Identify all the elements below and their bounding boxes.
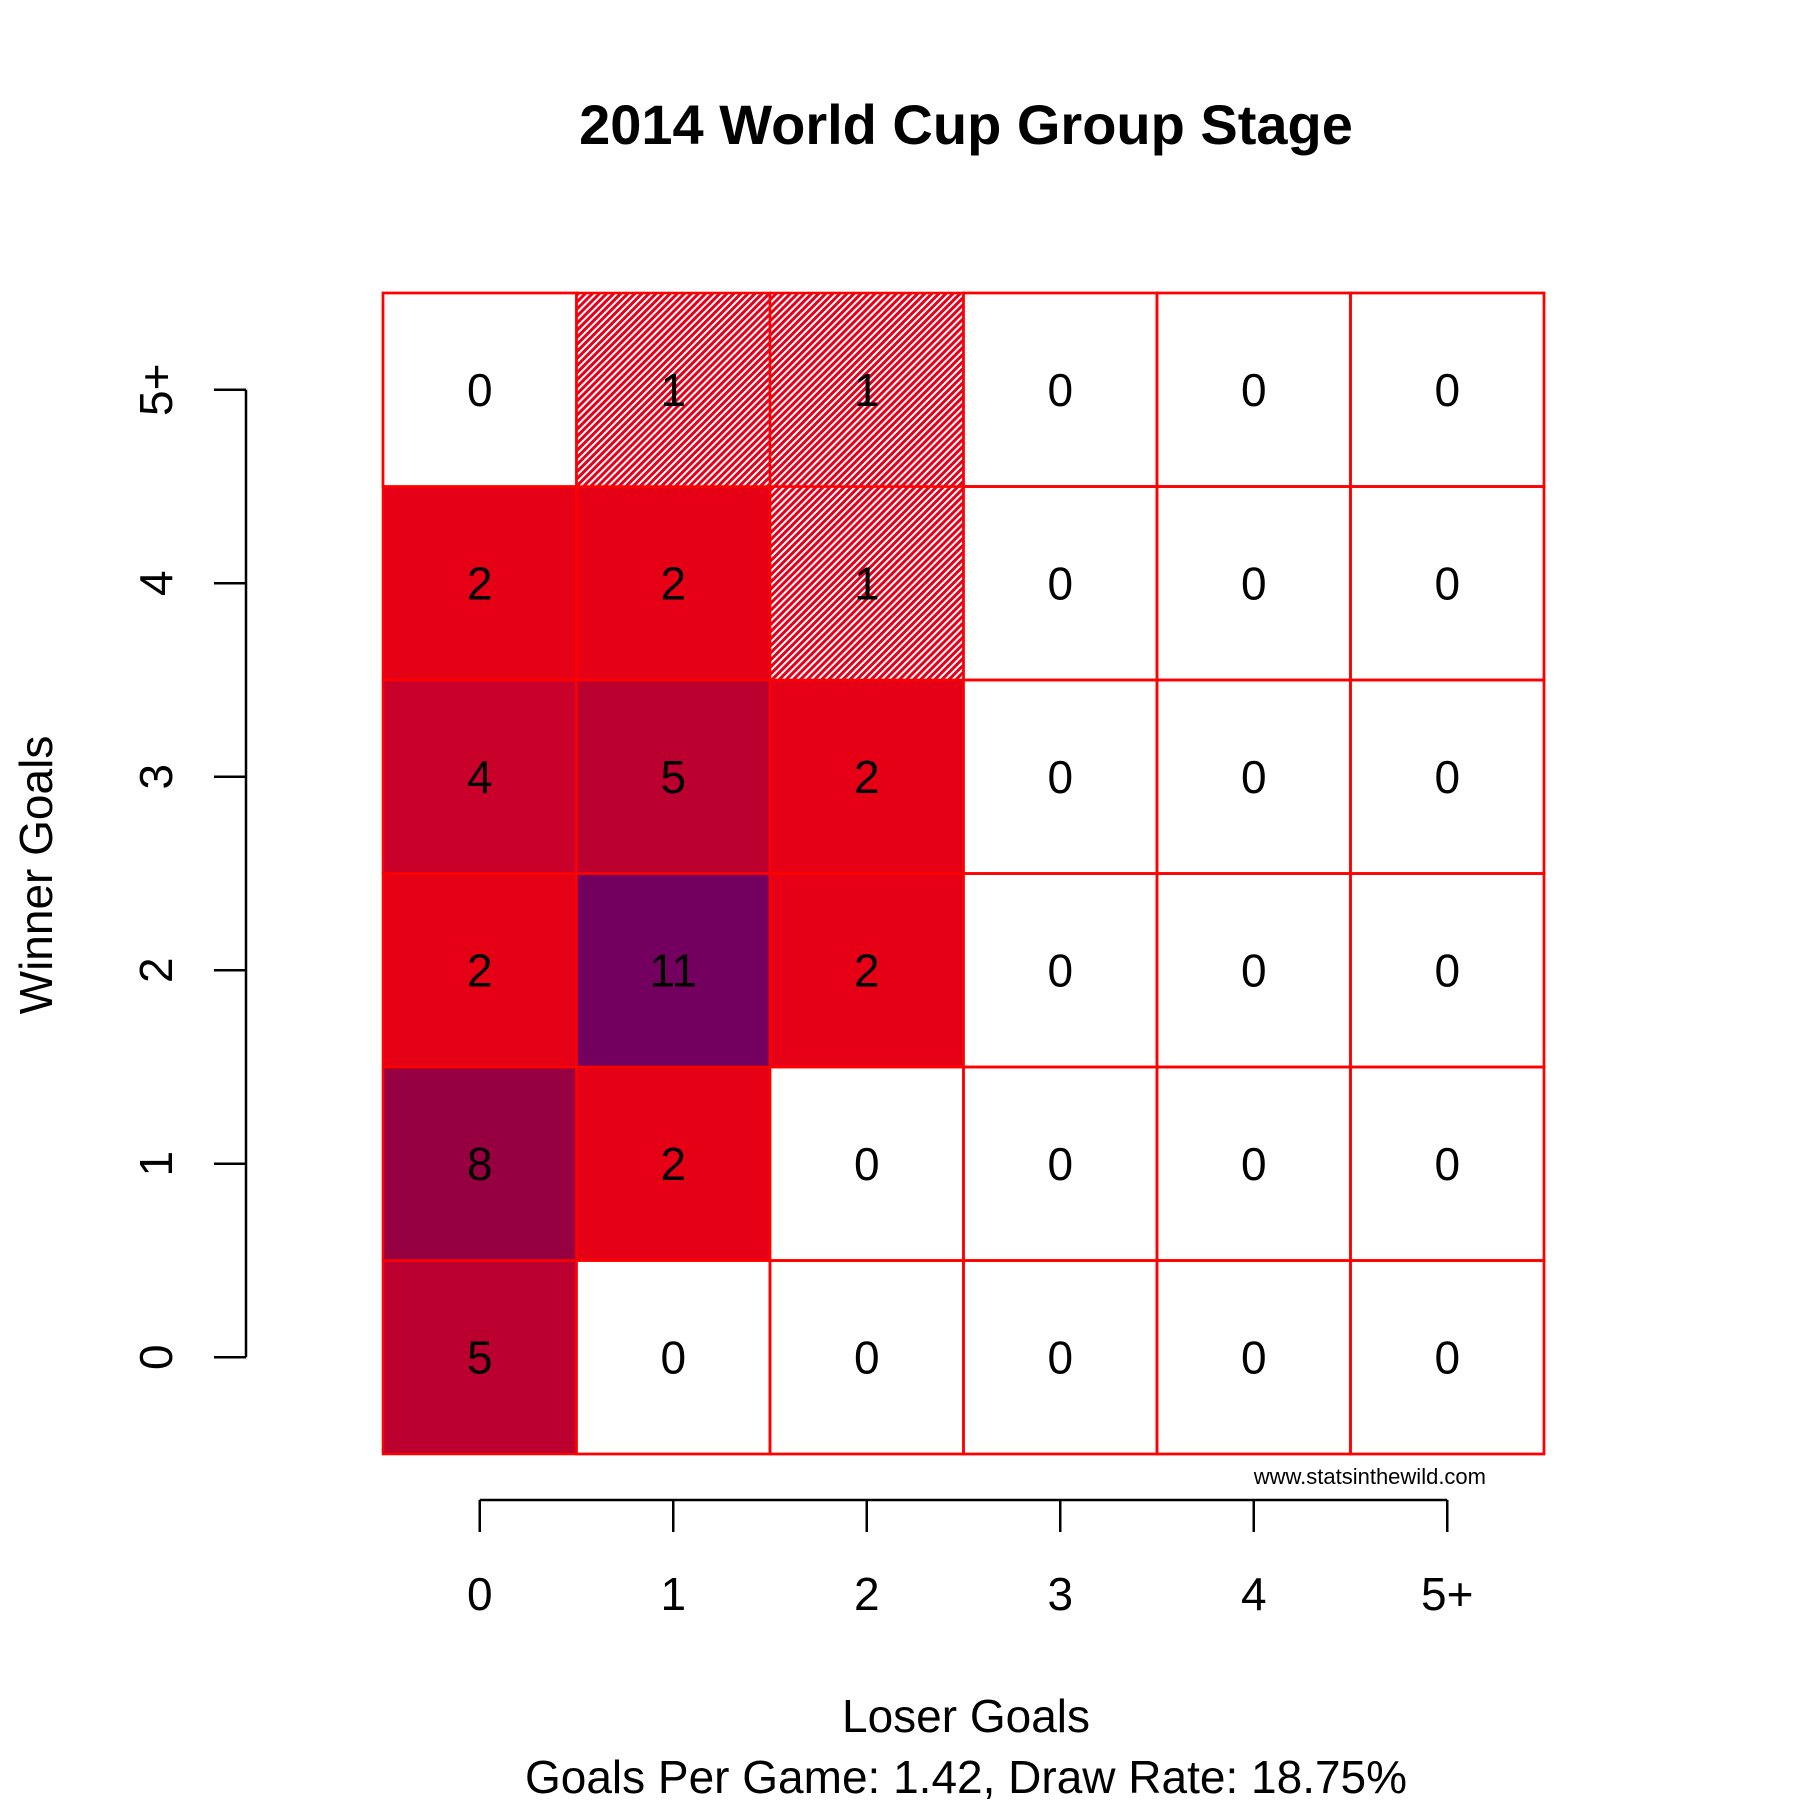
y-tick-label: 3 <box>130 764 182 790</box>
heatmap-cell-w0-l4 <box>1155 1259 1352 1456</box>
heatmap-cell-w4-l2 <box>768 485 965 682</box>
cell-value-label: 0 <box>1241 557 1267 609</box>
cell-value-label: 4 <box>467 751 493 803</box>
heatmap-cell-w3-l1 <box>575 678 772 875</box>
cell-value-label: 2 <box>467 944 493 996</box>
grid-cell-border <box>1349 291 1546 488</box>
cell-value-label: 0 <box>1241 364 1267 416</box>
cell-value-label: 1 <box>854 364 880 416</box>
cell-value-label: 1 <box>660 364 686 416</box>
heatmap-cell-w1-l0 <box>381 1065 578 1262</box>
y-tick-label: 1 <box>130 1151 182 1177</box>
cell-value-label: 0 <box>1241 1138 1267 1190</box>
cell-value-label: 5 <box>660 751 686 803</box>
cell-value-label: 1 <box>854 557 880 609</box>
cell-value-label: 0 <box>1434 751 1460 803</box>
cell-value-label: 0 <box>1047 1138 1073 1190</box>
cell-value-label: 11 <box>649 944 697 996</box>
cell-value-label: 0 <box>1047 557 1073 609</box>
heatmap-cell-w4-l4 <box>1155 485 1352 682</box>
y-tick-label: 2 <box>130 957 182 983</box>
cell-value-label: 0 <box>1047 751 1073 803</box>
x-axis: 0 1 2 3 4 5+ <box>467 1498 1473 1620</box>
cell-value-label: 0 <box>1241 751 1267 803</box>
cell-value-label: 0 <box>1241 1331 1267 1383</box>
x-tick-label: 2 <box>854 1568 880 1620</box>
cell-value-label: 0 <box>1047 944 1073 996</box>
cell-value-label: 0 <box>1434 944 1460 996</box>
x-tick-label: 0 <box>467 1568 493 1620</box>
x-tick-label: 4 <box>1241 1568 1267 1620</box>
cell-value-label: 0 <box>1241 944 1267 996</box>
heatmap-cell-w3-l0 <box>381 678 578 875</box>
heatmap-cells: 5 0 0 0 0 08 2 0 0 0 02 11 2 0 0 04 5 2 0 0 02 2 1 0 0 00 1 1 0 0 0 <box>381 291 1546 1456</box>
x-tick-label: 5+ <box>1421 1568 1473 1620</box>
chart-subtitle: Goals Per Game: 1.42, Draw Rate: 18.75% <box>525 1751 1407 1800</box>
heatmap-cell-w3-l4 <box>1155 678 1352 875</box>
heatmap-cell-w4-l0 <box>381 485 578 682</box>
heatmap-cell-w0-l5+ <box>1349 1259 1546 1456</box>
heatmap-cell-w0-l1 <box>575 1259 772 1456</box>
cell-value-label: 0 <box>854 1331 880 1383</box>
cell-value-label: 0 <box>854 1138 880 1190</box>
heatmap-cell-w5+-l4 <box>1155 291 1352 488</box>
cell-value-label: 2 <box>660 1138 686 1190</box>
x-tick-label: 3 <box>1047 1568 1073 1620</box>
grid-cell-border <box>381 291 578 488</box>
cell-value-label: 0 <box>1434 364 1460 416</box>
cell-value-label: 0 <box>1047 364 1073 416</box>
heatmap-cell-w5+-l5+ <box>1349 291 1546 488</box>
cell-value-label: 5 <box>467 1331 493 1383</box>
cell-value-label: 2 <box>854 751 880 803</box>
cell-value-label: 0 <box>660 1331 686 1383</box>
cell-value-label: 2 <box>467 557 493 609</box>
cell-value-label: 8 <box>467 1138 493 1190</box>
heatmap-cell-w1-l5+ <box>1349 1065 1546 1262</box>
heatmap-cell-w3-l2 <box>768 678 965 875</box>
cell-value-label: 0 <box>1047 1331 1073 1383</box>
heatmap-cell-w1-l3 <box>962 1065 1159 1262</box>
cell-value-label: 2 <box>854 944 880 996</box>
heatmap-cell-w4-l3 <box>962 485 1159 682</box>
y-tick-label: 5+ <box>130 364 182 416</box>
y-axis-label: Winner Goals <box>10 736 62 1015</box>
cell-value-label: 0 <box>1434 1138 1460 1190</box>
y-tick-label: 4 <box>130 570 182 596</box>
watermark: www.statsinthewild.com <box>1253 1464 1486 1489</box>
heatmap-cell-w0-l0 <box>381 1259 578 1456</box>
cell-value-label: 2 <box>660 557 686 609</box>
cell-value-label: 0 <box>1434 557 1460 609</box>
y-tick-label: 0 <box>130 1344 182 1370</box>
x-axis-label: Loser Goals <box>842 1690 1090 1742</box>
cell-value-label: 0 <box>467 364 493 416</box>
heatmap-cell-w2-l0 <box>381 872 578 1069</box>
heatmap-cell-w0-l3 <box>962 1259 1159 1456</box>
chart-title: 2014 World Cup Group Stage <box>579 93 1353 156</box>
x-tick-label: 1 <box>660 1568 686 1620</box>
y-axis: 0 1 2 3 4 5+ <box>130 364 248 1370</box>
heatmap-cell-w1-l1 <box>575 1065 772 1262</box>
cell-value-label: 0 <box>1434 1331 1460 1383</box>
